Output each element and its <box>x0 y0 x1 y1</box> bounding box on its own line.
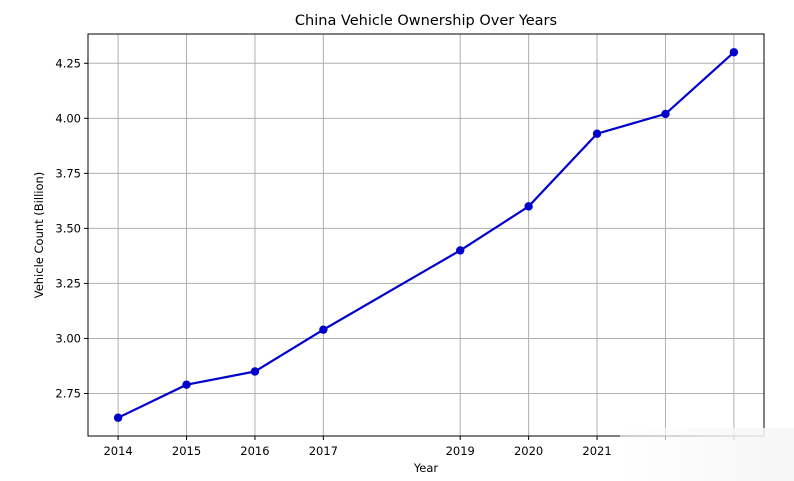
x-axis-label: Year <box>413 461 439 475</box>
data-point <box>524 202 533 211</box>
x-tick-label: 2021 <box>582 444 611 458</box>
series-line <box>117 51 735 419</box>
data-point <box>592 129 602 138</box>
y-tick-label: 4.00 <box>55 111 81 125</box>
x-axis-ticks: 2014 2015 2016 2017 2019 2020 2021 <box>103 436 735 458</box>
series-line-layer <box>113 48 739 422</box>
y-tick-label: 3.50 <box>55 221 81 235</box>
y-axis-label: Vehicle Count (Billion) <box>32 172 46 299</box>
data-point <box>250 367 260 376</box>
x-tick-label: 2017 <box>309 444 338 458</box>
y-tick-label: 3.00 <box>55 331 81 345</box>
x-tick-label: 2016 <box>240 444 269 458</box>
y-tick-label: 3.25 <box>55 276 81 290</box>
data-point <box>661 109 670 119</box>
x-tick-label: 2014 <box>103 444 132 458</box>
data-point <box>729 48 739 57</box>
data-point <box>113 413 123 422</box>
x-tick-label: 2019 <box>446 444 475 458</box>
y-tick-label: 3.75 <box>55 166 81 180</box>
y-tick-label: 2.75 <box>55 387 81 401</box>
data-point <box>456 246 465 255</box>
x-tick-label: 2020 <box>514 444 543 458</box>
watermark-overlay <box>620 428 794 481</box>
y-axis-ticks: 2.75 3.00 3.25 3.50 3.75 4.00 4.25 <box>55 56 88 401</box>
y-tick-label: 4.25 <box>55 56 81 70</box>
x-tick-label: 2015 <box>172 444 201 458</box>
data-point <box>182 380 191 389</box>
chart-title: China Vehicle Ownership Over Years <box>295 13 557 29</box>
plot-frame <box>87 33 765 437</box>
data-point <box>319 325 328 334</box>
grid <box>88 34 764 436</box>
